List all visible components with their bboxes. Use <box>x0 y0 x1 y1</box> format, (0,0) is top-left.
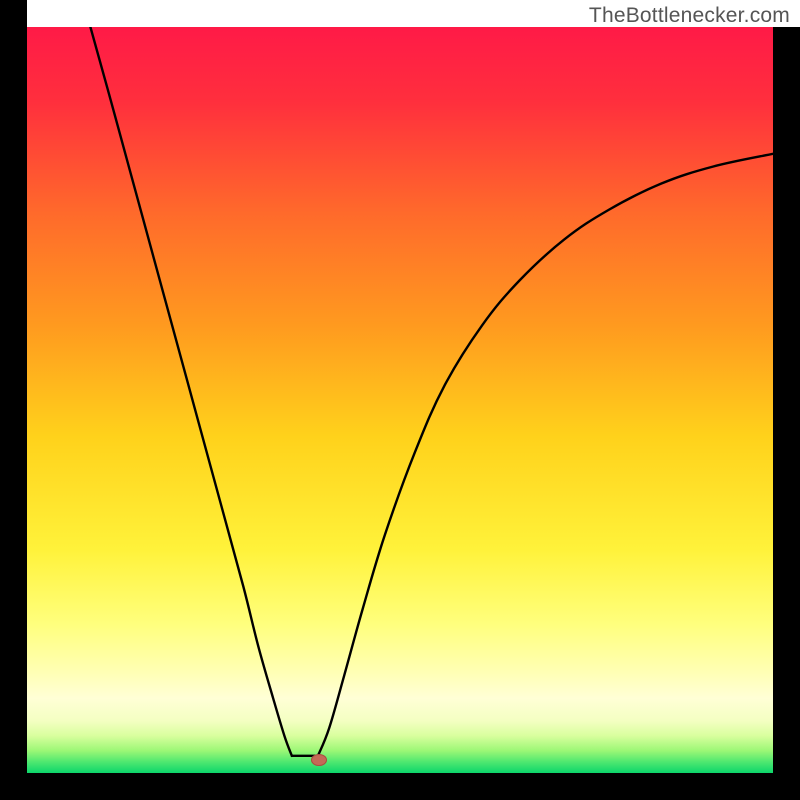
chart-frame: TheBottlenecker.com <box>0 0 800 800</box>
curve-right-branch <box>318 154 773 756</box>
curve-left-branch <box>90 27 291 756</box>
curve-svg <box>27 27 773 773</box>
plot-area <box>27 27 773 773</box>
watermark-text: TheBottlenecker.com <box>589 4 790 28</box>
